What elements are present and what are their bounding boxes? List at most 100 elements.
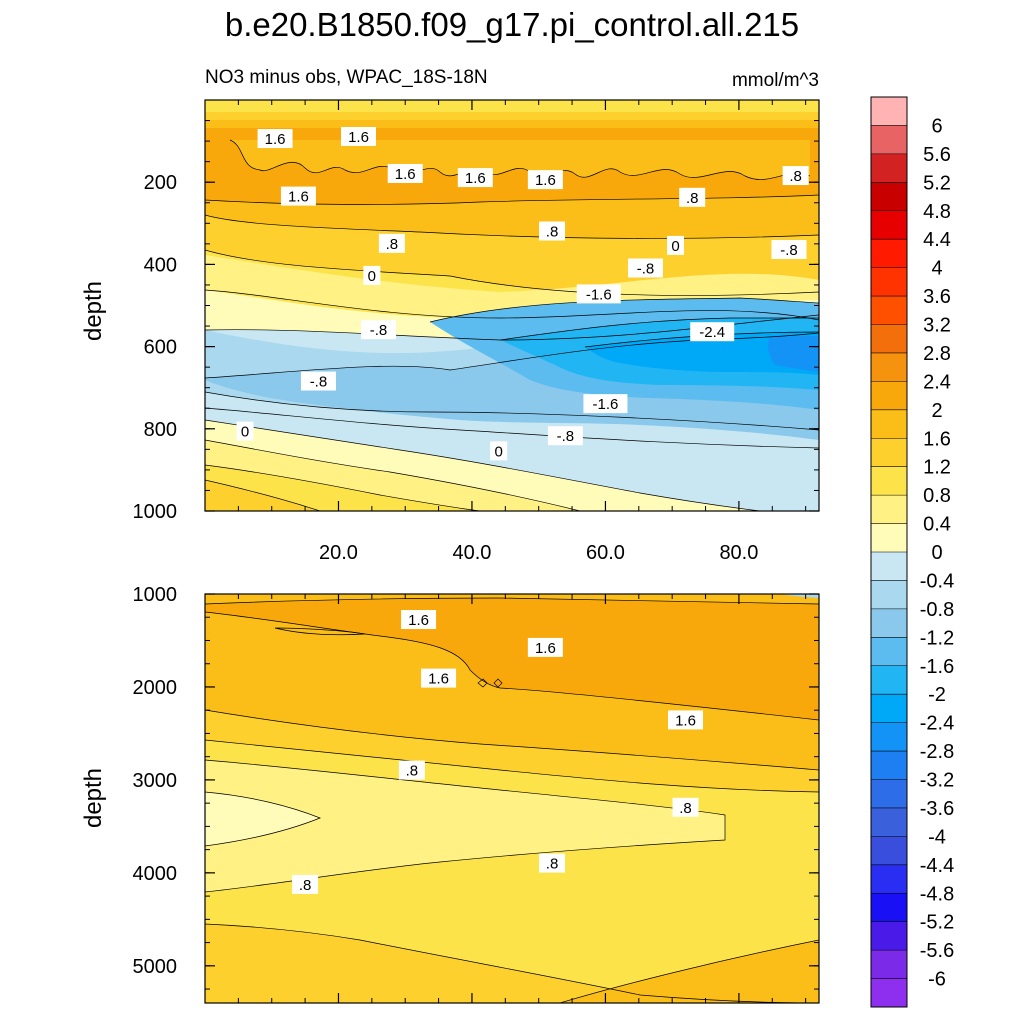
upper-contour-10 — [205, 419, 761, 511]
contour-label: -.8 — [771, 240, 807, 260]
upper-contour-11 — [205, 439, 581, 511]
contour-label-bg — [672, 797, 699, 817]
colorbar-box — [871, 893, 907, 923]
contour-label: -.8 — [300, 371, 336, 391]
colorbar-box — [871, 665, 907, 695]
contour-label-bg — [236, 421, 254, 441]
contour-label-bg — [401, 610, 437, 630]
contour-label: 1.6 — [527, 637, 563, 657]
contour-label: 0 — [363, 265, 381, 285]
contour-label: .8 — [398, 760, 425, 780]
contour-label-text: 1.6 — [288, 189, 309, 206]
contour-label-bg — [398, 760, 425, 780]
colorbar-box — [871, 552, 907, 581]
contour-label: -.8 — [547, 426, 583, 446]
y-tick-label: 800 — [144, 419, 177, 441]
contour-label-bg — [627, 258, 663, 278]
colorbar-label: 4.8 — [923, 201, 951, 223]
x-tick-label: 80.0 — [719, 542, 758, 564]
colorbar-label: 2 — [931, 400, 942, 422]
colorbar-label: -5.6 — [920, 940, 954, 962]
upper-contour-labels: 1.6 1.6 1.6 1.6 1.6 1.6 .8 .8 .8 .8 0 -.8 -.8 0 -1.6 -.… — [236, 126, 809, 461]
colorbar-box — [871, 637, 907, 667]
upper-y-axis: 200 400 600 800 1000 — [133, 99, 819, 523]
contour-label-text: 1.6 — [408, 612, 429, 629]
contour-label-bg — [539, 221, 566, 241]
contour-label-bg — [539, 853, 566, 873]
x-tick-label: 60.0 — [586, 542, 625, 564]
contour-label-text: 1.6 — [348, 129, 369, 146]
upper-contour-2 — [205, 214, 819, 239]
y-tick-label: 400 — [144, 254, 177, 276]
colorbar-box — [871, 978, 907, 1008]
contour-label: 1.6 — [668, 710, 704, 730]
colorbar-label: -6 — [928, 969, 946, 991]
contour-label-bg — [280, 186, 316, 206]
colorbar-box — [871, 694, 907, 724]
contour-label-text: 1.6 — [265, 131, 286, 148]
figure-title: b.e20.B1850.f09_g17.pi_control.all.215 — [225, 6, 799, 43]
lower-contour-4 — [205, 739, 819, 793]
upper-x-axis: 20.0 40.0 60.0 80.0 — [237, 100, 807, 564]
contour-label-bg — [527, 637, 563, 657]
upper-band-4 — [230, 140, 810, 180]
colorbar-label: 3.2 — [923, 315, 951, 337]
contour-label: 0 — [490, 441, 508, 461]
colorbar-box — [871, 466, 907, 496]
colorbar-label: 1.6 — [923, 428, 951, 450]
lower-x-axis — [237, 594, 807, 1003]
colorbar-label: 0.4 — [923, 514, 951, 536]
contour-label: 1.6 — [527, 170, 563, 190]
contour-label-bg — [771, 240, 807, 260]
contour-label: .8 — [539, 853, 566, 873]
contour-label: 1.6 — [341, 126, 376, 146]
x-tick-label: 20.0 — [319, 542, 358, 564]
contour-label: 1.6 — [257, 129, 293, 149]
colorbar-box — [871, 807, 907, 837]
contour-label-text: -.8 — [637, 261, 655, 278]
colorbar-box — [871, 722, 907, 752]
lower-panel: 1.6 1.6 1.6 1.6 .8 .8 .8 .8 1000 2000 3000 4000 500… — [80, 584, 820, 1004]
colorbar-label: 5.6 — [923, 144, 951, 166]
colorbar-label: -5.2 — [920, 912, 954, 934]
upper-contour-3 — [205, 249, 819, 296]
contour-label-bg — [257, 129, 293, 149]
units-label: mmol/m^3 — [732, 70, 819, 91]
contour-label-text: .8 — [679, 800, 692, 817]
contour-label: -.8 — [627, 258, 663, 278]
contour-label: 1.6 — [457, 168, 493, 188]
contour-label-text: 1.6 — [535, 640, 556, 657]
upper-panel: 1.6 1.6 1.6 1.6 1.6 1.6 .8 .8 .8 .8 0 -.8 -.8 0 -1.6 -.… — [80, 99, 820, 564]
colorbar-box — [871, 381, 907, 411]
lower-contour-3 — [205, 709, 819, 771]
colorbar-label: 1.2 — [923, 457, 951, 479]
contour-label-text: .8 — [546, 856, 559, 873]
contour-label-bg — [361, 320, 397, 340]
contour-label-text: 0 — [494, 443, 502, 460]
contour-label: 0 — [667, 235, 685, 255]
lower-band-4 — [780, 594, 819, 598]
y-tick-label: 1000 — [133, 584, 178, 606]
colorbar-box — [871, 352, 907, 382]
colorbar-label: 5.2 — [923, 172, 951, 194]
y-tick-label: 5000 — [133, 956, 178, 978]
contour-label-text: 0 — [368, 268, 376, 285]
colorbar-box — [871, 495, 907, 525]
contour-label: 1.6 — [421, 668, 457, 688]
contour-label: .8 — [292, 874, 319, 894]
colorbar-box — [871, 779, 907, 809]
contour-label-bg — [490, 441, 508, 461]
colorbar-box — [871, 125, 907, 155]
colorbar-box — [871, 523, 907, 553]
y-tick-label: 600 — [144, 337, 177, 359]
contour-label-bg — [363, 265, 381, 285]
colorbar: 6 5.6 5.2 4.8 4.4 4 3.6 3.2 2.8 2.4 2 1.6 1.2 0.8 0.4 0… — [870, 96, 954, 1008]
colorbar-label: 0 — [931, 542, 942, 564]
contour-label-text: .8 — [546, 224, 559, 241]
contour-label-text: 1.6 — [465, 170, 486, 187]
contour-label: .8 — [539, 221, 566, 241]
lower-contour-10 — [477, 678, 488, 688]
colorbar-box — [871, 580, 907, 610]
colorbar-box — [871, 296, 907, 325]
colorbar-label: -4 — [928, 826, 946, 848]
